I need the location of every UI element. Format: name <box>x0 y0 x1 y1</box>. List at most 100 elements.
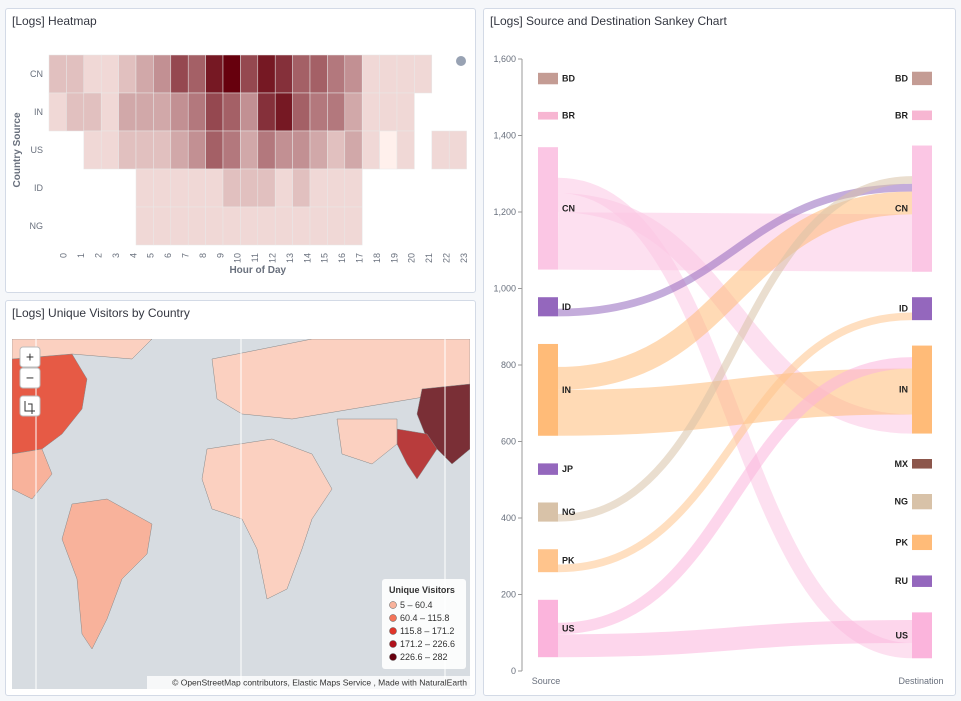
zoom-out[interactable]: − <box>19 367 41 389</box>
heat-cell <box>118 92 137 132</box>
x-tick-label: 23 <box>459 253 469 263</box>
node-label: CN <box>895 204 908 214</box>
node <box>912 71 932 86</box>
node-label: US <box>562 624 575 634</box>
heat-cell <box>344 92 363 132</box>
heat-cell <box>153 54 172 94</box>
heat-cell <box>205 130 224 170</box>
heat-cell <box>153 92 172 132</box>
panel-title: [Logs] Heatmap <box>12 14 97 28</box>
legend-swatch <box>389 601 397 609</box>
x-tick-label: 9 <box>215 253 225 258</box>
heat-cell <box>222 206 241 246</box>
draw-filter[interactable] <box>19 395 41 417</box>
node <box>538 111 558 120</box>
x-tick-label: 11 <box>250 253 260 262</box>
heat-cell <box>240 168 259 208</box>
node-label: BR <box>895 110 908 120</box>
legend-title: Unique Visitors <box>389 585 455 595</box>
panel-title: [Logs] Source and Destination Sankey Cha… <box>490 14 727 28</box>
heat-cell <box>396 54 415 94</box>
zoom-in[interactable]: + <box>19 346 41 368</box>
heat-cell <box>274 130 293 170</box>
x-tick-label: 22 <box>442 253 452 263</box>
heat-cell <box>361 92 380 132</box>
node <box>912 612 932 659</box>
heat-cell <box>327 130 346 170</box>
country <box>416 383 470 465</box>
country <box>211 339 470 420</box>
node <box>538 502 558 522</box>
node <box>912 297 932 321</box>
attribution: © OpenStreetMap contributors, Elastic Ma… <box>172 677 467 687</box>
y-tick-label: 1,600 <box>493 54 516 64</box>
node-label: PK <box>895 537 908 547</box>
heat-cell <box>135 206 154 246</box>
heat-cell <box>83 92 102 132</box>
heat-cell <box>66 92 85 132</box>
heat-cell <box>187 92 206 132</box>
node-label: ID <box>562 302 572 312</box>
heat-cell <box>187 206 206 246</box>
legend-label: 171.2 – 226.6 <box>400 639 455 649</box>
node-label: NG <box>895 497 909 507</box>
heat-cell <box>379 130 398 170</box>
country <box>61 498 153 650</box>
y-tick-label: 800 <box>501 360 516 370</box>
x-tick-label: 7 <box>181 253 191 258</box>
heat-cell <box>344 206 363 246</box>
x-tick-label: 10 <box>233 253 243 263</box>
heat-cell <box>309 92 328 132</box>
x-tick-label: 15 <box>320 253 330 263</box>
sankey-panel: [Logs] Source and Destination Sankey Cha… <box>483 8 956 696</box>
x-tick-label: 13 <box>285 253 295 263</box>
legend-label: 115.8 – 171.2 <box>400 626 454 636</box>
heat-cell <box>83 130 102 170</box>
zoom-out-label: − <box>26 370 34 386</box>
legend-label: 5 – 60.4 <box>400 600 433 610</box>
node <box>538 463 558 475</box>
node <box>538 147 558 270</box>
heat-cell <box>379 92 398 132</box>
zoom-in-label: + <box>26 349 34 365</box>
heat-cell <box>135 92 154 132</box>
x-tick-label: 5 <box>146 253 156 258</box>
heat-cell <box>309 206 328 246</box>
node-label: JP <box>562 464 573 474</box>
flow <box>557 176 913 522</box>
heat-cell <box>222 168 241 208</box>
x-tick-label: 4 <box>128 253 138 258</box>
heat-cell <box>187 54 206 94</box>
heat-cell <box>396 92 415 132</box>
y-tick-label: 1,200 <box>493 207 516 217</box>
x-tick-label: 6 <box>163 253 173 258</box>
node-label: IN <box>899 385 908 395</box>
legend-label: 226.6 – 282 <box>400 652 448 662</box>
heat-cell <box>448 130 467 170</box>
heat-cell <box>344 168 363 208</box>
heat-cell <box>222 92 241 132</box>
node-label: RU <box>895 576 908 586</box>
heat-cell <box>118 54 137 94</box>
heat-cell <box>344 130 363 170</box>
y-tick-label: 1,400 <box>493 131 516 141</box>
node-label: MX <box>895 459 909 469</box>
map: + − Unique Visitors 5 – 60.4 60.4 – 115.8 1… <box>12 339 470 689</box>
heat-cell <box>205 206 224 246</box>
legend-toggle[interactable] <box>456 56 466 66</box>
x-tick-label: 0 <box>59 253 69 258</box>
node-label: BR <box>562 111 575 121</box>
node-label: CN <box>562 203 575 213</box>
heat-cell <box>292 168 311 208</box>
heat-cell <box>274 54 293 94</box>
y-tick-label: IN <box>34 107 43 117</box>
legend-swatch <box>389 640 397 648</box>
flow <box>557 212 913 272</box>
heat-cell <box>100 54 119 94</box>
country <box>201 438 333 600</box>
flow <box>557 620 913 658</box>
y-axis-title: Country Source <box>12 112 23 187</box>
flow <box>557 368 913 436</box>
heat-cell <box>153 130 172 170</box>
x-tick-label: 21 <box>424 253 434 263</box>
